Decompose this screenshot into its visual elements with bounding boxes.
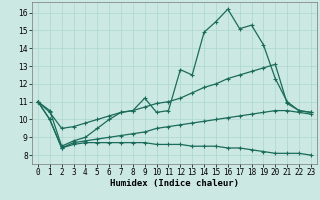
X-axis label: Humidex (Indice chaleur): Humidex (Indice chaleur) [110,179,239,188]
